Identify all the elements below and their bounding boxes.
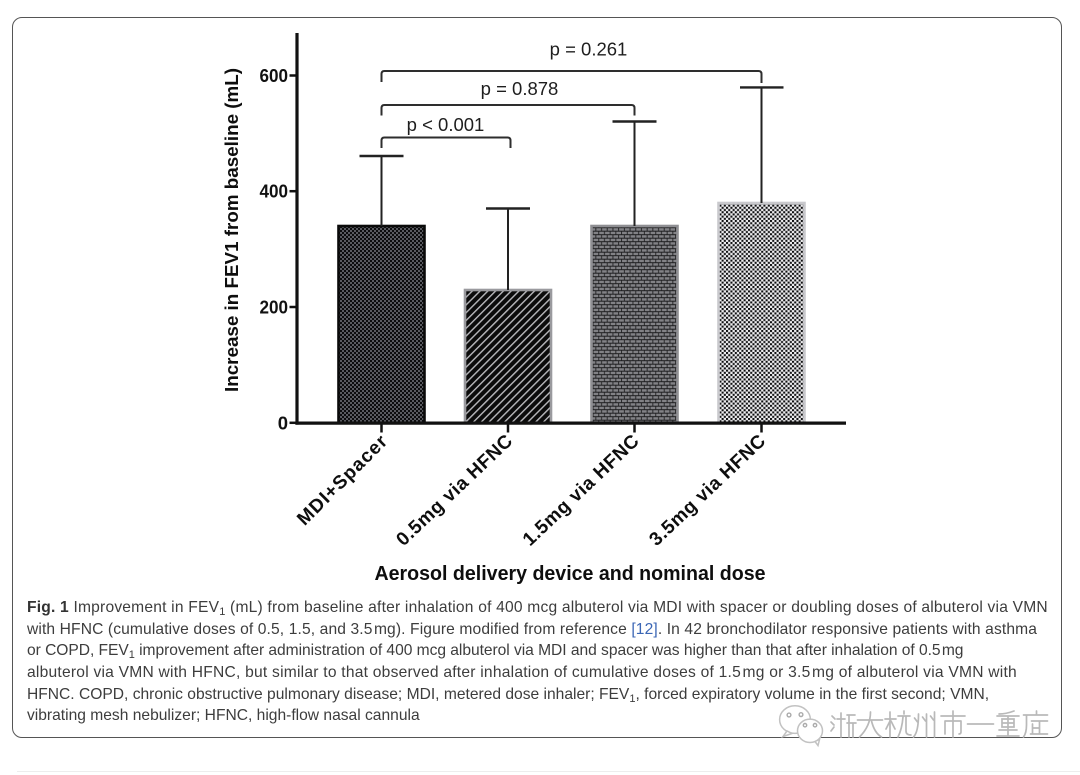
svg-text:0.5mg via HFNC: 0.5mg via HFNC <box>392 430 517 550</box>
svg-text:600: 600 <box>260 65 289 86</box>
svg-text:Increase in FEV1 from baseline: Increase in FEV1 from baseline (mL) <box>221 68 242 392</box>
svg-text:Aerosol delivery device and no: Aerosol delivery device and nominal dose <box>375 563 766 585</box>
svg-text:p < 0.001: p < 0.001 <box>407 114 485 135</box>
svg-text:p = 0.878: p = 0.878 <box>481 78 559 99</box>
svg-text:3.5mg via HFNC: 3.5mg via HFNC <box>645 430 770 550</box>
svg-text:1.5mg via HFNC: 1.5mg via HFNC <box>519 430 644 550</box>
svg-text:400: 400 <box>260 181 289 202</box>
svg-text:200: 200 <box>260 297 289 318</box>
svg-text:MDI+Spacer: MDI+Spacer <box>293 431 392 530</box>
svg-text:p = 0.261: p = 0.261 <box>550 39 628 60</box>
svg-text:0: 0 <box>278 412 288 433</box>
